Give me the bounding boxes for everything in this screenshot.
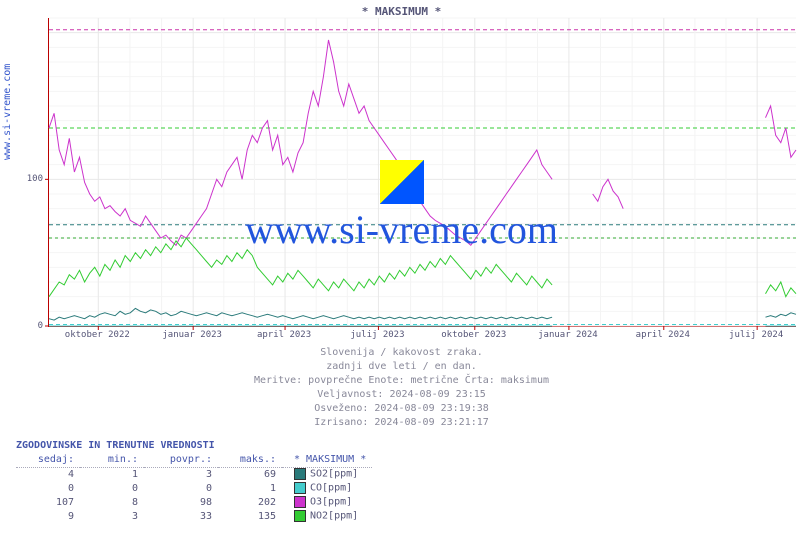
y-tick-label: 100 (27, 174, 43, 184)
x-tick-label: oktober 2023 (441, 330, 506, 340)
legend-swatch-icon (294, 468, 306, 480)
y-tick-label: 0 (38, 321, 43, 331)
cell-maks: 69 (218, 468, 282, 483)
chart-title: * MAKSIMUM * (0, 5, 803, 18)
legend-label: CO[ppm] (310, 483, 352, 494)
cell-min: 0 (80, 482, 144, 496)
cell-povpr: 98 (144, 496, 218, 510)
meta-line-4: Veljavnost: 2024-08-09 23:15 (0, 388, 803, 402)
cell-povpr: 0 (144, 482, 218, 496)
legend-cell: SO2[ppm] (282, 468, 372, 483)
data-table-title: ZGODOVINSKE IN TRENUTNE VREDNOSTI (16, 440, 215, 451)
meta-line-1: Slovenija / kakovost zraka. (0, 346, 803, 360)
cell-min: 3 (80, 510, 144, 524)
legend-label: O3[ppm] (310, 497, 352, 508)
legend-cell: CO[ppm] (282, 482, 372, 496)
chart-plot-area (48, 18, 796, 327)
page-root: * MAKSIMUM * www.si-vreme.com 0100 oktob… (0, 0, 803, 536)
legend-label: SO2[ppm] (310, 469, 358, 480)
cell-sedaj: 0 (16, 482, 80, 496)
x-tick-label: oktober 2022 (65, 330, 130, 340)
col-header-legend: * MAKSIMUM * (282, 454, 372, 468)
col-header-min: min.: (80, 454, 144, 468)
cell-povpr: 33 (144, 510, 218, 524)
col-header-maks: maks.: (218, 454, 282, 468)
cell-sedaj: 9 (16, 510, 80, 524)
table-row: 9333135NO2[ppm] (16, 510, 372, 524)
cell-sedaj: 107 (16, 496, 80, 510)
x-tick-label: januar 2023 (162, 330, 222, 340)
chart-meta-block: Slovenija / kakovost zraka. zadnji dve l… (0, 346, 803, 430)
meta-line-5: Osveženo: 2024-08-09 23:19:38 (0, 402, 803, 416)
legend-swatch-icon (294, 510, 306, 522)
x-tick-label: julij 2024 (729, 330, 783, 340)
x-tick-label: april 2024 (636, 330, 690, 340)
meta-line-3: Meritve: povprečne Enote: metrične Črta:… (0, 374, 803, 388)
legend-swatch-icon (294, 496, 306, 508)
col-header-sedaj: sedaj: (16, 454, 80, 468)
y-axis-site-label: www.si-vreme.com (2, 64, 13, 160)
data-table: sedaj:min.:povpr.:maks.:* MAKSIMUM *4136… (16, 454, 372, 524)
legend-cell: NO2[ppm] (282, 510, 372, 524)
legend-cell: O3[ppm] (282, 496, 372, 510)
x-tick-label: april 2023 (257, 330, 311, 340)
meta-line-2: zadnji dve leti / en dan. (0, 360, 803, 374)
chart-svg (49, 18, 796, 326)
meta-line-6: Izrisano: 2024-08-09 23:21:17 (0, 416, 803, 430)
table-row: 41369 SO2[ppm] (16, 468, 372, 483)
table-row: 0001CO[ppm] (16, 482, 372, 496)
cell-maks: 135 (218, 510, 282, 524)
cell-povpr: 3 (144, 468, 218, 483)
cell-min: 8 (80, 496, 144, 510)
cell-maks: 202 (218, 496, 282, 510)
col-header-povpr: povpr.: (144, 454, 218, 468)
cell-maks: 1 (218, 482, 282, 496)
legend-label: NO2[ppm] (310, 511, 358, 522)
legend-swatch-icon (294, 482, 306, 494)
x-tick-label: julij 2023 (350, 330, 404, 340)
x-tick-label: januar 2024 (538, 330, 598, 340)
cell-sedaj: 4 (16, 468, 80, 483)
table-row: 107898202 O3[ppm] (16, 496, 372, 510)
cell-min: 1 (80, 468, 144, 483)
